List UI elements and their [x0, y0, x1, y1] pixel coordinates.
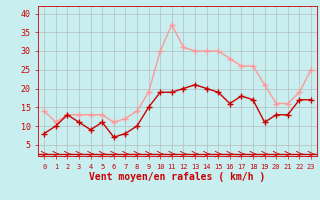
X-axis label: Vent moyen/en rafales ( km/h ): Vent moyen/en rafales ( km/h ) — [90, 172, 266, 182]
